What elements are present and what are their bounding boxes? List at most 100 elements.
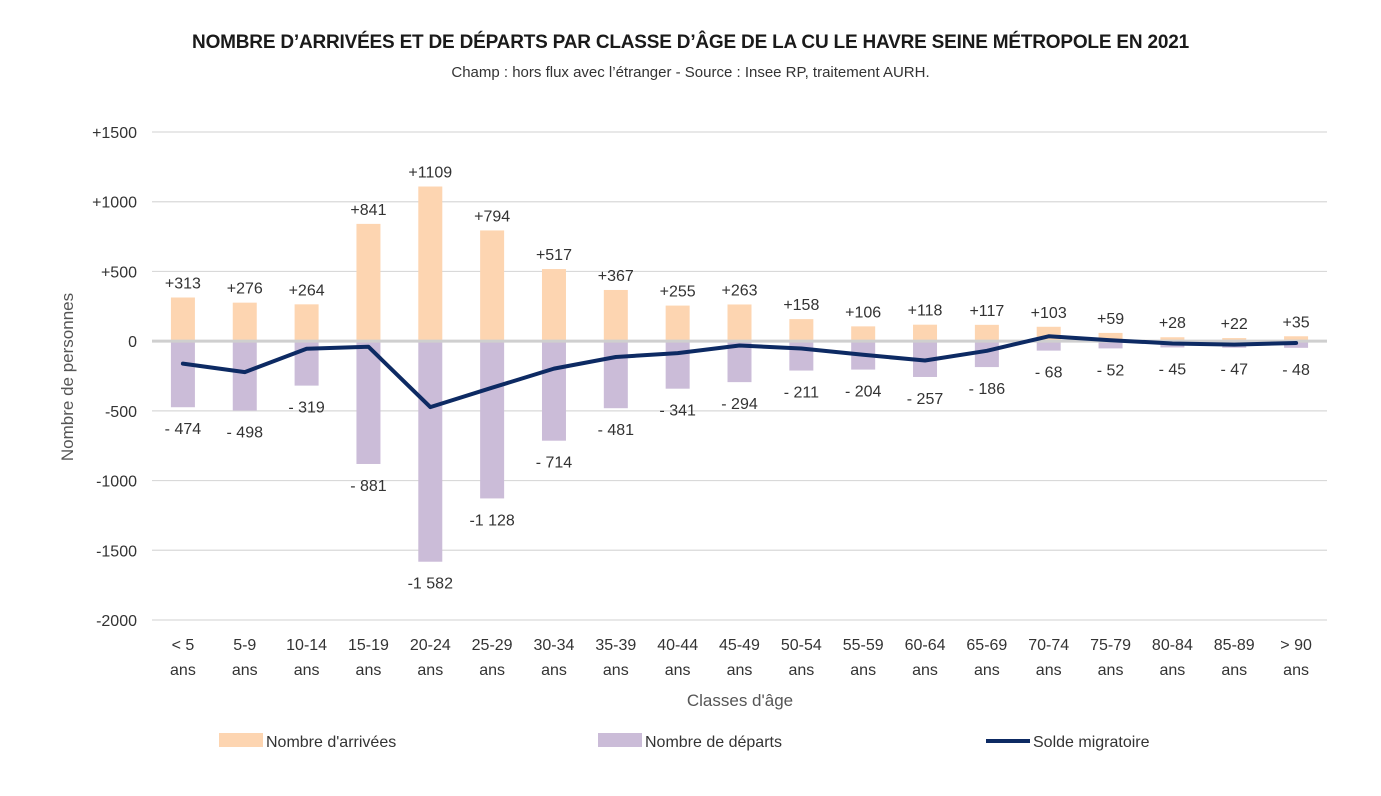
data-label-departs: - 341 [659,403,696,420]
x-tick-label: < 5 [172,637,195,654]
legend: Nombre d'arrivées Nombre de départs Solde … [219,733,1150,751]
data-label-arrivees: +59 [1097,311,1124,328]
x-tick-label: 5-9 [233,637,256,654]
x-tick-label-unit: ans [1221,662,1247,679]
data-label-departs: - 714 [536,455,573,472]
data-label-arrivees: +22 [1221,316,1248,333]
x-tick-label: 20-24 [410,637,451,654]
x-tick-label-unit: ans [850,662,876,679]
y-tick-label: -1000 [96,474,137,491]
x-tick-label: 75-79 [1090,637,1131,654]
x-tick-label: 55-59 [843,637,884,654]
x-tick-label-unit: ans [727,662,753,679]
bar-arrivees [356,223,381,342]
data-label-arrivees: +264 [289,282,325,299]
bar-departs [665,341,690,389]
y-tick-label: 0 [128,334,137,351]
data-label-arrivees: +28 [1159,315,1186,332]
x-tick-label: 65-69 [966,637,1007,654]
x-tick-label-unit: ans [1283,662,1309,679]
chart-subtitle: Champ : hors flux avec l’étranger - Sour… [451,64,930,81]
y-tick-label: -2000 [96,613,137,630]
x-tick-label-unit: ans [232,662,258,679]
x-tick-label: 45-49 [719,637,760,654]
x-tick-label: 10-14 [286,637,327,654]
data-label-departs: - 257 [907,391,944,408]
data-label-departs: - 481 [598,422,635,439]
x-tick-label: 60-64 [905,637,946,654]
x-tick-label-unit: ans [541,662,567,679]
x-tick-label: > 90 [1280,637,1312,654]
data-label-departs: - 68 [1035,365,1063,382]
legend-label-nombre-d-arrivees: Nombre d'arrivées [266,734,396,751]
x-tick-label: 15-19 [348,637,389,654]
bar-departs [603,341,628,409]
data-label-departs: - 294 [721,396,758,413]
y-tick-label: -1500 [96,543,137,560]
bar-arrivees [1284,336,1309,342]
x-tick-label-unit: ans [356,662,382,679]
x-axis-label: Classes d'âge [687,691,793,710]
y-tick-label: -500 [105,404,137,421]
data-label-departs: - 881 [350,478,387,495]
bar-departs [480,341,505,499]
data-labels: +313 - 474 +276 - 498 +264 - 319 +841 - 881 +110… [165,165,1310,593]
x-tick-label-unit: ans [417,662,443,679]
x-tick-label-unit: ans [479,662,505,679]
data-label-arrivees: +367 [598,268,634,285]
data-label-departs: - 204 [845,384,882,401]
data-label-arrivees: +106 [845,304,881,321]
y-tick-label: +1000 [92,195,137,212]
data-label-arrivees: +313 [165,276,201,293]
x-tick-label-unit: ans [1036,662,1062,679]
y-tick-label: +1500 [92,125,137,142]
data-label-departs: - 47 [1220,362,1248,379]
x-tick-label: 30-34 [534,637,575,654]
bar-arrivees [603,289,628,342]
x-axis-ticks: < 5 ans 5-9 ans 10-14 ans 15-19 ans 20-24 ans 25-2… [170,637,1312,679]
x-tick-label-unit: ans [1098,662,1124,679]
bar-arrivees [789,319,814,342]
bar-arrivees [1098,332,1123,342]
bar-arrivees [851,326,876,342]
data-label-arrivees: +263 [721,282,757,299]
x-tick-label: 70-74 [1028,637,1069,654]
bar-departs [1098,341,1123,349]
data-label-arrivees: +117 [969,303,1004,320]
data-label-arrivees: +841 [350,202,386,219]
bar-arrivees [727,304,752,342]
y-tick-label: +500 [101,264,137,281]
gridlines [152,131,1327,621]
data-label-arrivees: +103 [1031,305,1067,322]
x-tick-label-unit: ans [170,662,196,679]
legend-label-solde-migratoire: Solde migratoire [1033,734,1150,751]
x-tick-label-unit: ans [974,662,1000,679]
bar-departs [232,341,257,411]
legend-swatch-nombre-de-departs [598,733,642,747]
bar-arrivees [480,230,505,342]
legend-label-nombre-de-departs: Nombre de départs [645,734,782,751]
data-label-arrivees: +1109 [408,165,452,182]
x-tick-label-unit: ans [603,662,629,679]
data-label-arrivees: +158 [783,297,819,314]
chart-title: NOMBRE D’ARRIVÉES ET DE DÉPARTS PAR CLAS… [192,32,1189,53]
bar-departs [170,341,195,408]
x-tick-label: 35-39 [595,637,636,654]
data-label-arrivees: +255 [660,284,696,301]
bar-departs [418,341,443,562]
bar-departs [541,341,566,441]
data-label-departs: - 474 [165,421,202,438]
data-label-arrivees: +118 [908,303,943,320]
data-label-departs: - 52 [1097,362,1125,379]
x-tick-label: 85-89 [1214,637,1255,654]
y-axis-label: Nombre de personnes [58,293,77,461]
x-tick-label-unit: ans [665,662,691,679]
bar-arrivees [913,324,938,342]
bar-arrivees [1160,337,1185,342]
bar-arrivees [541,269,566,342]
data-label-departs: -1 582 [408,576,453,593]
x-tick-label-unit: ans [1159,662,1185,679]
bar-arrivees [418,186,443,342]
data-label-departs: - 48 [1282,362,1310,379]
